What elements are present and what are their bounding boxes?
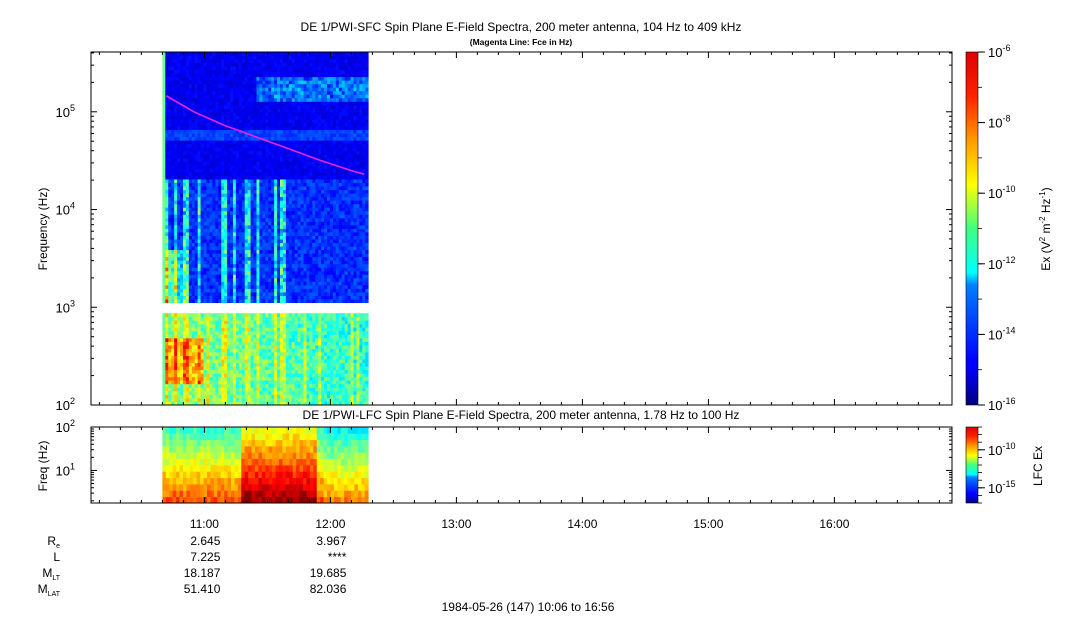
ephemeris-value: 19.685 [310,566,347,580]
top-y-tick-label: 105 [56,103,75,120]
bottom-colorbar-tick-label: 10-10 [988,441,1015,458]
top-panel-subtitle: (Magenta Line: Fce in Hz) [470,37,573,47]
bottom-panel-title: DE 1/PWI-LFC Spin Plane E-Field Spectra,… [303,408,740,422]
ephemeris-value: 7.225 [190,550,220,564]
bottom-y-tick-label: 102 [56,418,75,435]
top-colorbar-tick-label: 10-6 [988,43,1010,60]
top-colorbar-label: Ex (V2 m-2 Hz-1) [1038,187,1053,270]
bottom-colorbar-label: LFC Ex [1031,446,1045,486]
ephemeris-value: 18.187 [184,566,221,580]
bottom-y-tick-label: 101 [56,461,75,478]
top-colorbar-tick-label: 10-14 [988,325,1015,342]
ephemeris-row-label: MLAT [38,582,61,598]
ephemeris-row-label: Re [47,534,60,550]
ephemeris-value: 51.410 [184,582,221,596]
ephemeris-value: 82.036 [310,582,347,596]
x-tick-label: 14:00 [567,517,597,531]
top-y-tick-label: 104 [56,201,75,218]
x-tick-label: 15:00 [693,517,723,531]
top-y-axis-label: Frequency (Hz) [36,188,50,271]
x-tick-label: 11:00 [190,517,219,531]
bottom-colorbar [965,426,979,504]
x-tick-label: 16:00 [819,517,849,531]
bottom-colorbar-tick-label: 10-15 [988,479,1015,496]
x-axis: 11:00 12:00 13:00 14:00 15:00 16:00 [98,52,940,531]
ephemeris-value: 2.645 [190,534,220,548]
bottom-y-axis-label: Freq (Hz) [36,441,50,492]
top-spectrogram-data [162,52,369,406]
top-y-axis: 102 103 104 105 [56,52,952,413]
fce-line [166,95,365,175]
top-panel-title: DE 1/PWI-SFC Spin Plane E-Field Spectra,… [301,20,742,34]
ephemeris-row-label: MLT [42,566,60,582]
top-colorbar [965,51,979,406]
top-colorbar-tick-label: 10-8 [988,114,1010,131]
time-range-footer: 1984-05-26 (147) 10:06 to 16:56 [442,600,615,614]
bottom-y-axis: 101 102 [56,418,952,502]
top-colorbar-tick-label: 10-16 [988,396,1015,413]
bottom-colorbar-ticks: 10-10 10-15 [978,426,1015,504]
ephemeris-row-label: L [53,550,60,564]
top-colorbar-tick-label: 10-10 [988,184,1015,201]
bottom-spectrogram-data [162,427,369,504]
top-colorbar-ticks: 10-6 10-8 10-10 10-12 10-14 10-16 [978,43,1015,413]
top-y-tick-label: 103 [56,298,75,315]
top-colorbar-tick-label: 10-12 [988,255,1015,272]
ephemeris-value: 3.967 [316,534,346,548]
x-tick-label: 13:00 [441,517,471,531]
top-y-tick-label: 102 [56,396,75,413]
x-tick-label: 12:00 [315,517,345,531]
ephemeris-value: **** [328,550,347,564]
ephemeris-table: Re 2.645 3.967 L 7.225 **** MLT 18.187 19.685 MLA… [38,534,347,598]
